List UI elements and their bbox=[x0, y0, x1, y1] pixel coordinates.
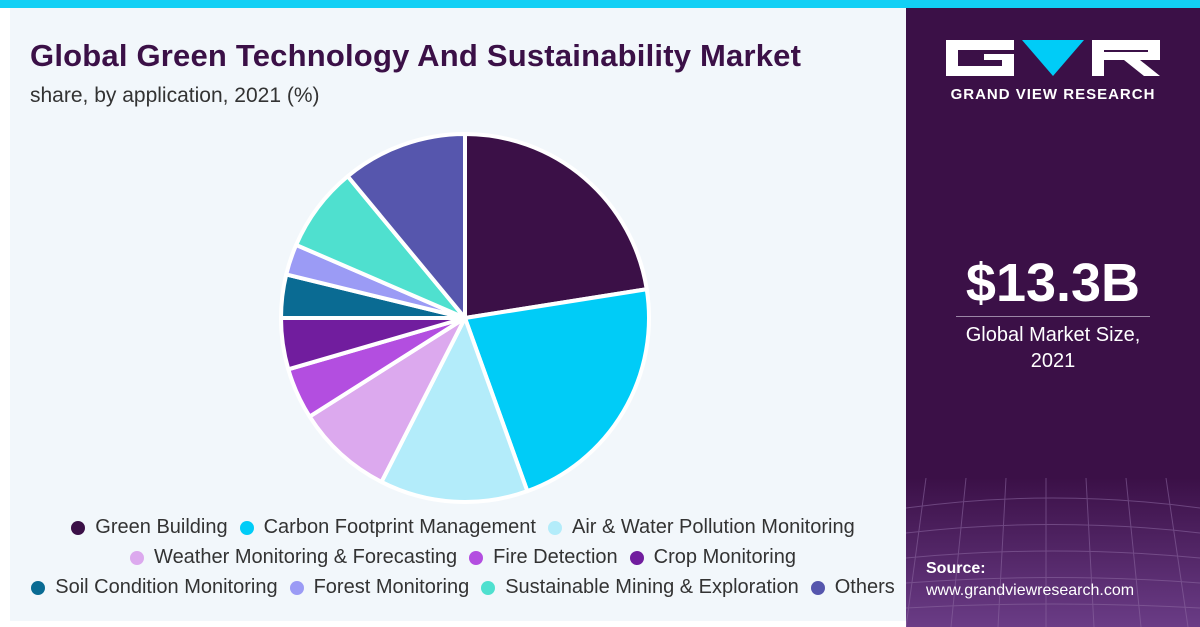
legend-swatch bbox=[239, 520, 254, 535]
market-size-label-line-2: 2021 bbox=[1030, 350, 1076, 372]
legend-label: Crop Monitoring bbox=[653, 546, 796, 568]
legend-label: Sustainable Mining & Exploration bbox=[505, 576, 799, 598]
pie-slice-green-building bbox=[463, 132, 649, 320]
market-size-label: Global Market Size, 2021 bbox=[906, 322, 1200, 374]
legend-item-air-water-pollution-monitoring: Air & Water Pollution Monitoring bbox=[547, 516, 855, 539]
legend-swatch bbox=[629, 550, 644, 565]
legend-swatch bbox=[130, 550, 145, 565]
market-size-label-line-1: Global Market Size, bbox=[965, 324, 1141, 346]
legend-swatch bbox=[810, 580, 825, 595]
legend-swatch bbox=[289, 580, 304, 595]
legend-item-sustainable-mining-exploration: Sustainable Mining & Exploration bbox=[481, 576, 799, 599]
summary-panel: GRAND VIEW RESEARCH $13.3B Global Market… bbox=[906, 8, 1200, 627]
legend-label: Air & Water Pollution Monitoring bbox=[571, 516, 855, 538]
legend-item-carbon-footprint-management: Carbon Footprint Management bbox=[239, 516, 536, 539]
legend-item-green-building: Green Building bbox=[71, 516, 228, 539]
legend-row-3: Soil Condition Monitoring Forest Monitor… bbox=[10, 576, 916, 599]
brand-name: GRAND VIEW RESEARCH bbox=[950, 86, 1156, 103]
legend-row-1: Green Building Carbon Footprint Manageme… bbox=[10, 516, 916, 539]
legend-label: Fire Detection bbox=[493, 546, 618, 568]
legend-swatch bbox=[71, 520, 86, 535]
legend-item-crop-monitoring: Crop Monitoring bbox=[629, 546, 796, 569]
pie-chart bbox=[279, 132, 651, 504]
legend-item-weather-monitoring-forecasting: Weather Monitoring & Forecasting bbox=[130, 546, 457, 569]
chart-panel: Global Green Technology And Sustainabili… bbox=[10, 8, 906, 621]
source-url[interactable]: www.grandviewresearch.com bbox=[926, 582, 1135, 599]
legend-label: Forest Monitoring bbox=[313, 576, 470, 598]
chart-subtitle: share, by application, 2021 (%) bbox=[30, 84, 320, 107]
legend-label: Green Building bbox=[95, 516, 228, 538]
legend-item-others: Others bbox=[810, 576, 895, 599]
legend-item-forest-monitoring: Forest Monitoring bbox=[289, 576, 470, 599]
divider bbox=[956, 316, 1150, 317]
legend-row-2: Weather Monitoring & Forecasting Fire De… bbox=[10, 546, 916, 569]
legend-swatch bbox=[481, 580, 496, 595]
legend-swatch bbox=[547, 520, 562, 535]
legend-label: Weather Monitoring & Forecasting bbox=[154, 546, 458, 568]
gvr-logo-icon bbox=[946, 40, 1160, 76]
legend-label: Soil Condition Monitoring bbox=[55, 576, 278, 598]
accent-bar bbox=[0, 0, 1200, 8]
legend-item-soil-condition-monitoring: Soil Condition Monitoring bbox=[31, 576, 278, 599]
legend-label: Carbon Footprint Management bbox=[263, 516, 536, 538]
legend-swatch bbox=[469, 550, 484, 565]
market-size-value: $13.3B bbox=[965, 253, 1141, 313]
legend-label: Others bbox=[834, 576, 895, 598]
chart-title: Global Green Technology And Sustainabili… bbox=[30, 38, 802, 73]
grid-decoration bbox=[906, 478, 1200, 627]
pie-slice-air-water-pollution-monitoring bbox=[379, 316, 530, 504]
source-label: Source: bbox=[926, 560, 986, 577]
legend-swatch bbox=[31, 580, 46, 595]
pie-slice-others bbox=[345, 132, 467, 320]
legend-item-fire-detection: Fire Detection bbox=[469, 546, 618, 569]
